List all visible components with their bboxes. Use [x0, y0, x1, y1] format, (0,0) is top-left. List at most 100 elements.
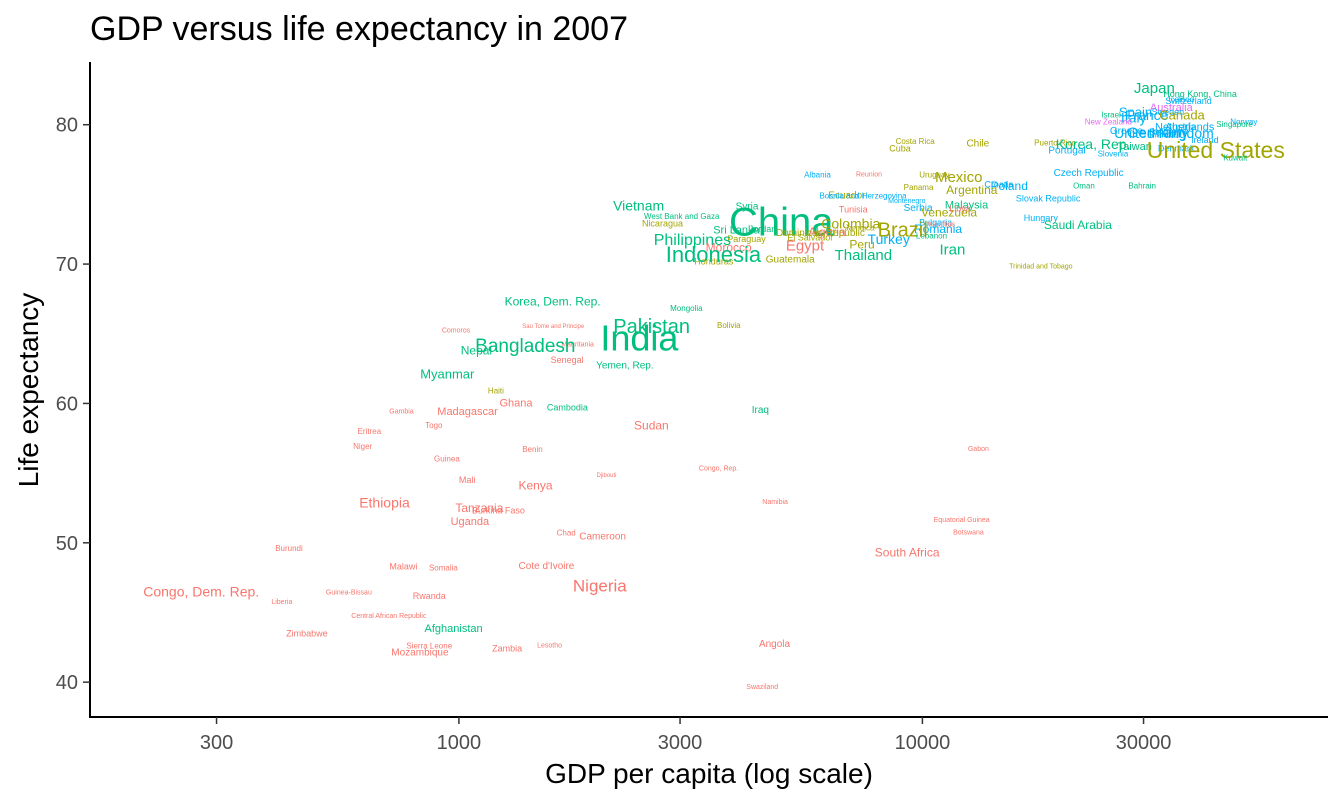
data-label-afghanistan: Afghanistan	[425, 623, 483, 635]
data-label-algeria: Algeria	[808, 225, 846, 239]
x-axis-ticks: 300 1000 3000 10000 30000	[200, 717, 1172, 754]
data-label-lebanon: Lebanon	[916, 232, 947, 241]
data-label-myanmar: Myanmar	[420, 367, 475, 382]
data-label-mali: Mali	[459, 475, 476, 485]
data-label-kuwait: Kuwait	[1223, 154, 1248, 163]
data-label-serbia: Serbia	[904, 203, 933, 214]
data-label-nepal: Nepal	[461, 343, 492, 357]
data-label-west-bank-and-gaza: West Bank and Gaza	[644, 212, 720, 221]
y-tick-label: 80	[56, 115, 78, 137]
data-label-iraq: Iraq	[752, 405, 769, 416]
data-label-colombia: Colombia	[821, 216, 880, 232]
data-label-saudi-arabia: Saudi Arabia	[1044, 218, 1112, 232]
data-label-togo: Togo	[425, 421, 443, 430]
data-label-central-african-republic: Central African Republic	[351, 613, 427, 620]
data-label-bosnia-and-herzegovina: Bosnia and Herzegovina	[819, 191, 907, 200]
data-label-canada: Canada	[1159, 107, 1205, 122]
data-label-sweden: Sweden	[1152, 107, 1185, 117]
data-label-ethiopia: Ethiopia	[359, 494, 410, 510]
data-label-germany: Germany	[1127, 125, 1189, 142]
data-label-denmark: Denmark	[1158, 143, 1195, 153]
data-label-mauritius: Mauritius	[927, 222, 956, 229]
data-label-trinidad-and-tobago: Trinidad and Tobago	[1009, 263, 1073, 270]
x-tick-label: 1000	[437, 732, 482, 754]
data-label-costa-rica: Costa Rica	[896, 137, 936, 146]
data-label-guatemala: Guatemala	[766, 254, 815, 265]
data-label-senegal: Senegal	[551, 355, 584, 365]
data-label-vietnam: Vietnam	[613, 198, 664, 214]
data-label-india: India	[600, 317, 679, 358]
data-label-djibouti: Djibouti	[597, 473, 617, 479]
data-label-tanzania: Tanzania	[455, 501, 503, 515]
data-label-syria: Syria	[736, 201, 759, 212]
data-label-sao-tome-and-principe: Sao Tome and Principe	[522, 324, 585, 330]
data-label-czech-republic: Czech Republic	[1054, 168, 1124, 179]
data-label-lesotho: Lesotho	[537, 642, 562, 649]
data-label-sri-lanka: Sri Lanka	[713, 225, 760, 237]
data-label-chad: Chad	[557, 529, 576, 538]
y-axis-title: Life expectancy	[13, 293, 44, 488]
data-label-romania: Romania	[914, 222, 962, 236]
data-label-united-states: United States	[1147, 137, 1285, 163]
data-label-venezuela: Venezuela	[921, 206, 977, 220]
data-label-albania: Albania	[804, 170, 831, 179]
data-label-ghana: Ghana	[499, 397, 533, 409]
data-label-comoros: Comoros	[442, 327, 471, 334]
data-label-el-salvador: El Salvador	[787, 233, 833, 243]
data-label-slovak-republic: Slovak Republic	[1016, 194, 1081, 204]
data-label-angola: Angola	[759, 639, 791, 650]
data-label-mongolia: Mongolia	[670, 304, 703, 313]
data-label-cuba: Cuba	[889, 143, 911, 153]
data-label-sudan: Sudan	[634, 419, 669, 433]
data-label-south-africa: South Africa	[875, 546, 940, 560]
data-label-liberia: Liberia	[271, 599, 292, 606]
data-label-bangladesh: Bangladesh	[475, 336, 575, 357]
data-label-honduras: Honduras	[694, 256, 734, 266]
data-label-rwanda: Rwanda	[413, 591, 446, 601]
data-label-oman: Oman	[1073, 182, 1095, 191]
data-label-cote-d-ivoire: Cote d'Ivoire	[519, 561, 575, 572]
data-label-malaysia: Malaysia	[945, 200, 989, 212]
data-label-uruguay: Uruguay	[919, 170, 949, 179]
data-label-sierra-leone: Sierra Leone	[406, 641, 452, 650]
data-label-korea-rep: Korea, Rep.	[1056, 136, 1131, 152]
x-axis-title: GDP per capita (log scale)	[545, 758, 873, 789]
data-label-madagascar: Madagascar	[437, 406, 498, 418]
data-label-namibia: Namibia	[762, 499, 788, 506]
data-label-niger: Niger	[353, 442, 372, 451]
data-label-gambia: Gambia	[389, 408, 414, 415]
data-label-guinea-bissau: Guinea-Bissau	[326, 589, 372, 596]
data-label-chile: Chile	[966, 139, 989, 150]
data-label-botswana: Botswana	[953, 530, 984, 537]
x-tick-label: 30000	[1116, 732, 1172, 754]
data-label-mexico: Mexico	[935, 169, 983, 186]
x-tick-label: 300	[200, 732, 233, 754]
data-label-swaziland: Swaziland	[746, 684, 778, 691]
data-label-eritrea: Eritrea	[358, 427, 382, 436]
data-label-cameroon: Cameroon	[579, 532, 626, 543]
data-label-hong-kong-china: Hong Kong, China	[1163, 89, 1237, 99]
data-label-iran: Iran	[939, 242, 965, 259]
data-label-italy: Italy	[1121, 110, 1147, 126]
data-label-uganda: Uganda	[451, 516, 490, 528]
data-label-cambodia: Cambodia	[547, 403, 588, 413]
data-label-ireland: Ireland	[1191, 135, 1219, 145]
data-label-finland: Finland	[1149, 129, 1179, 139]
data-label-bahrain: Bahrain	[1128, 182, 1156, 191]
data-label-pakistan: Pakistan	[613, 316, 690, 338]
data-label-israel: Israel	[1101, 110, 1121, 119]
data-label-indonesia: Indonesia	[666, 242, 762, 267]
data-label-gabon: Gabon	[968, 446, 989, 453]
data-label-japan: Japan	[1134, 80, 1175, 97]
x-tick-label: 3000	[658, 732, 703, 754]
data-label-montenegro: Montenegro	[888, 198, 925, 205]
data-label-tunisia: Tunisia	[839, 205, 868, 215]
data-label-brazil: Brazil	[878, 220, 928, 242]
data-label-spain: Spain	[1119, 105, 1152, 120]
data-label-nicaragua: Nicaragua	[642, 219, 683, 229]
data-label-morocco: Morocco	[706, 240, 752, 254]
data-label-argentina: Argentina	[946, 183, 998, 197]
data-label-equatorial-guinea: Equatorial Guinea	[934, 517, 990, 524]
data-label-turkey: Turkey	[868, 231, 910, 247]
